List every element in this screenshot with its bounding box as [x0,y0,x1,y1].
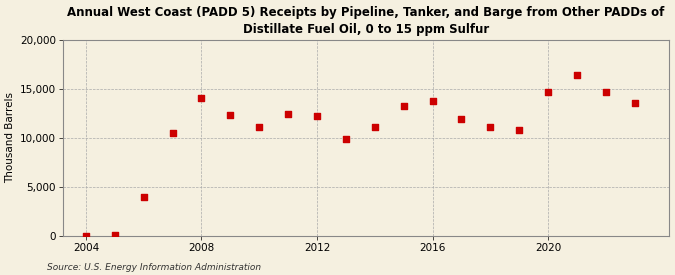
Point [398,104,409,109]
Point [196,96,207,101]
Point [80,233,91,238]
Point [369,125,380,129]
Point [629,101,640,106]
Point [109,233,120,237]
Point [225,113,236,117]
Point [485,125,495,129]
Point [456,117,467,121]
Point [340,136,351,141]
Point [543,89,554,94]
Point [138,194,149,199]
Point [283,112,294,116]
Point [427,99,438,104]
Point [514,128,524,132]
Point [312,114,323,118]
Text: Source: U.S. Energy Information Administration: Source: U.S. Energy Information Administ… [47,263,261,272]
Title: Annual West Coast (PADD 5) Receipts by Pipeline, Tanker, and Barge from Other PA: Annual West Coast (PADD 5) Receipts by P… [68,6,665,35]
Point [601,89,612,94]
Point [572,73,583,77]
Point [254,125,265,129]
Y-axis label: Thousand Barrels: Thousand Barrels [5,92,16,183]
Point [167,131,178,135]
